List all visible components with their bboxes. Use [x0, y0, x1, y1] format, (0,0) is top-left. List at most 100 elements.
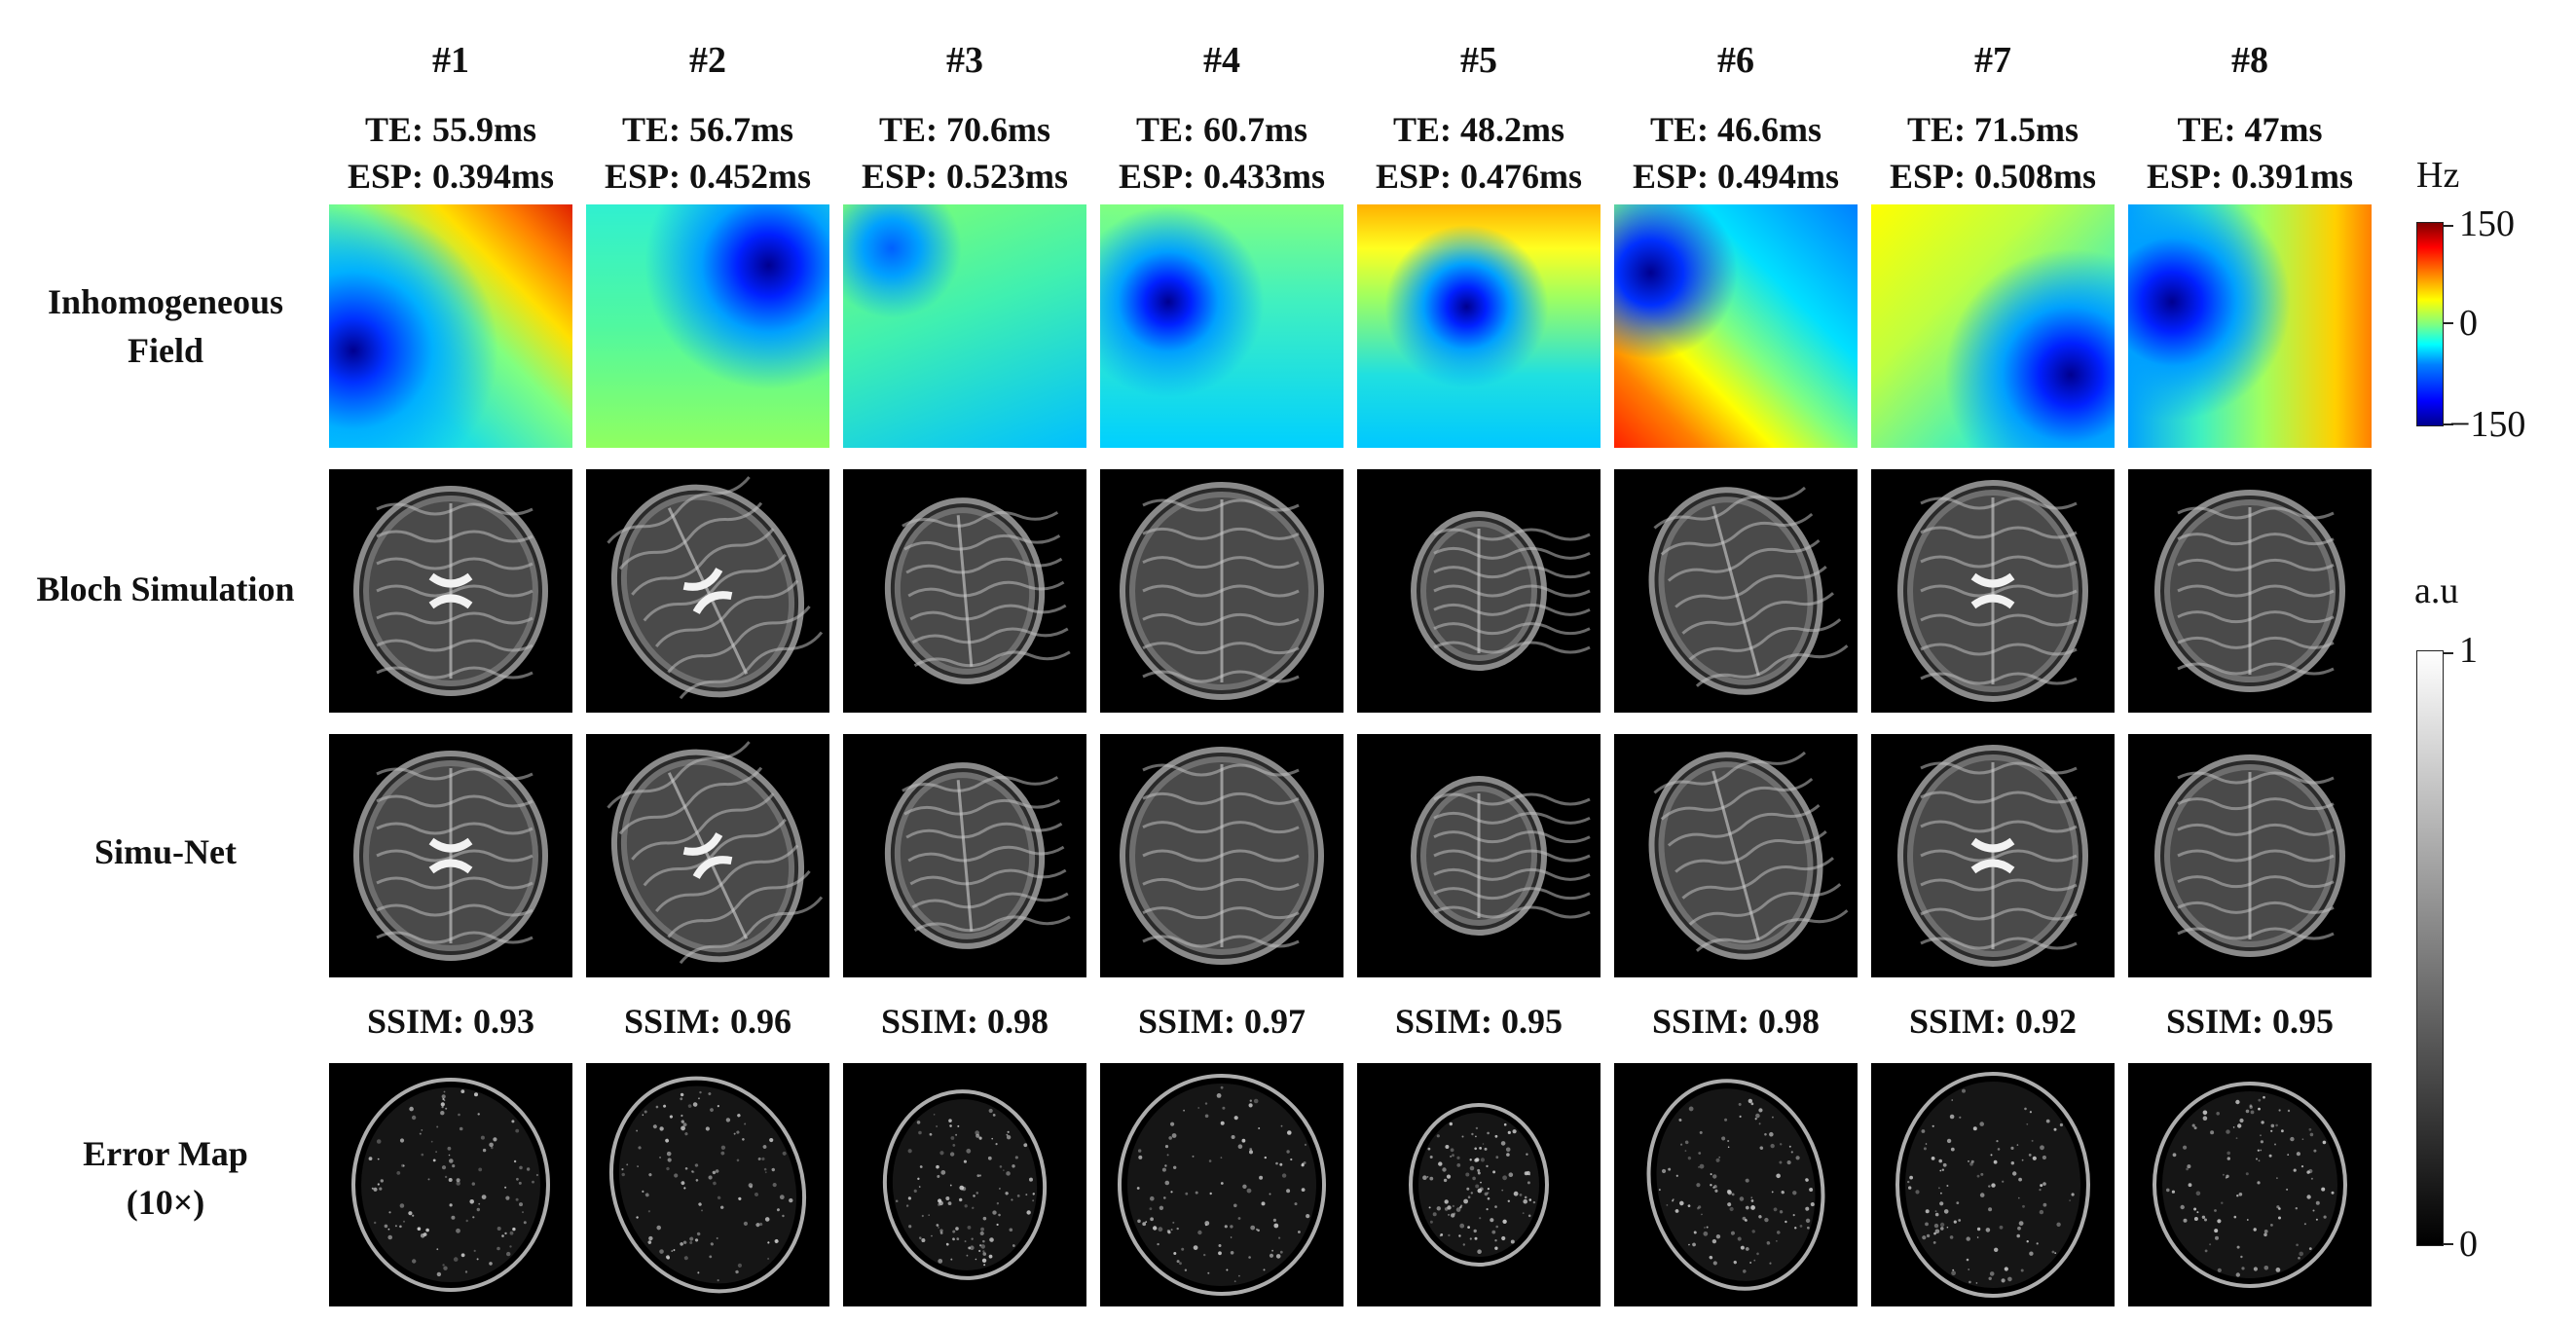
error-map-tile: [1614, 1063, 1858, 1306]
ssim-label: SSIM: 0.92: [1908, 1002, 2078, 1041]
brain-slice-image: [607, 741, 824, 965]
brain-slice-image: [1648, 751, 1849, 960]
column-number: #4: [1203, 40, 1240, 81]
te-label: TE: 71.5ms: [1906, 110, 2079, 149]
field-map-image: [843, 204, 1086, 448]
gray-colorbar-unit: a.u: [2414, 570, 2459, 611]
te-label: TE: 60.7ms: [1135, 110, 1307, 149]
error-map-image: [882, 1089, 1048, 1280]
bloch-simulation-tile: [1357, 469, 1601, 713]
ssim-label: SSIM: 0.93: [366, 1002, 535, 1041]
ssim-label: SSIM: 0.98: [880, 1002, 1049, 1041]
esp-label: ESP: 0.494ms: [1632, 157, 1839, 196]
te-label: TE: 56.7ms: [621, 110, 793, 149]
column-number: #8: [2231, 40, 2268, 81]
bloch-simulation-tile: [2128, 469, 2372, 713]
column-number: #7: [1974, 40, 2011, 81]
field-tick-max: 150: [2459, 203, 2515, 244]
error-map-tile: [329, 1063, 572, 1306]
row-label-line: Simu-Net: [94, 832, 237, 871]
ssim-label: SSIM: 0.96: [623, 1002, 792, 1041]
error-map-image: [2153, 1082, 2347, 1288]
esp-label: ESP: 0.508ms: [1889, 157, 2096, 196]
field-map-image: [1100, 204, 1343, 448]
bloch-simulation-tile: [1100, 469, 1343, 713]
column-number: #5: [1460, 40, 1497, 81]
field-tick-zero: 0: [2459, 303, 2478, 344]
bloch-simulation-tile: [329, 469, 572, 713]
tick-mark: [2444, 225, 2453, 227]
simu-net-tile: [1871, 734, 2115, 977]
esp-label: ESP: 0.391ms: [2146, 157, 2353, 196]
ssim-label: SSIM: 0.95: [2165, 1002, 2335, 1041]
tick-mark: [2444, 1243, 2453, 1245]
row-label-error-map: Error Map (10×): [10, 1129, 321, 1227]
simu-net-tile: [1100, 734, 1343, 977]
error-map-tile: [1357, 1063, 1601, 1306]
te-label: TE: 46.6ms: [1649, 110, 1822, 149]
error-map-tile: [586, 1063, 829, 1306]
bloch-simulation-tile: [843, 469, 1086, 713]
brain-slice-image: [884, 762, 1071, 949]
field-map-image: [329, 204, 572, 448]
error-map-tile: [2128, 1063, 2372, 1306]
error-map-image: [608, 1076, 807, 1294]
ssim-label: SSIM: 0.95: [1394, 1002, 1564, 1041]
field-map-image: [586, 204, 829, 448]
row-label-line: Error Map: [83, 1134, 248, 1173]
brain-slice-image: [607, 476, 824, 700]
te-label: TE: 55.9ms: [364, 110, 536, 149]
brain-slice-image: [1411, 776, 1591, 936]
esp-label: ESP: 0.394ms: [347, 157, 554, 196]
row-label-bloch-simulation: Bloch Simulation: [10, 565, 321, 613]
error-map-tile: [843, 1063, 1086, 1306]
simu-net-tile: [1614, 734, 1858, 977]
te-label: TE: 70.6ms: [878, 110, 1050, 149]
brain-slice-image: [884, 497, 1071, 684]
bloch-simulation-tile: [1871, 469, 2115, 713]
field-map-image: [1614, 204, 1858, 448]
bloch-simulation-tile: [1614, 469, 1858, 713]
simu-net-tile: [843, 734, 1086, 977]
brain-slice-image: [1120, 482, 1324, 700]
te-label: TE: 47ms: [2177, 110, 2323, 149]
error-map-image: [1118, 1074, 1326, 1296]
brain-slice-image: [1648, 486, 1849, 695]
brain-slice-image: [1411, 511, 1591, 671]
field-colorbar-unit: Hz: [2416, 155, 2460, 196]
tick-mark: [2444, 423, 2453, 425]
error-map-tile: [1100, 1063, 1343, 1306]
brain-slice-image: [353, 751, 548, 961]
row-label-line: (10×): [126, 1183, 205, 1222]
esp-label: ESP: 0.476ms: [1375, 157, 1582, 196]
error-map-image: [1895, 1072, 2090, 1298]
brain-slice-image: [1120, 747, 1324, 965]
error-map-image: [1409, 1103, 1549, 1267]
simu-net-tile: [586, 734, 829, 977]
brain-slice-image: [1897, 480, 2088, 702]
field-colorbar: [2416, 222, 2444, 426]
field-map-image: [1357, 204, 1601, 448]
esp-label: ESP: 0.523ms: [861, 157, 1068, 196]
column-number: #3: [946, 40, 983, 81]
brain-slice-image: [2154, 490, 2345, 692]
row-label-line: Field: [128, 331, 203, 370]
field-map-image: [1871, 204, 2115, 448]
esp-label: ESP: 0.433ms: [1118, 157, 1325, 196]
tick-mark: [2444, 322, 2453, 324]
column-number: #1: [432, 40, 469, 81]
gray-colorbar: [2416, 650, 2444, 1246]
ssim-label: SSIM: 0.97: [1137, 1002, 1306, 1041]
column-number: #2: [689, 40, 726, 81]
simu-net-tile: [329, 734, 572, 977]
field-map-image: [2128, 204, 2372, 448]
row-label-line: Bloch Simulation: [36, 570, 295, 608]
column-number: #6: [1717, 40, 1754, 81]
brain-slice-image: [1897, 745, 2088, 967]
gray-tick-min: 0: [2459, 1224, 2478, 1265]
bloch-simulation-tile: [586, 469, 829, 713]
simu-net-tile: [1357, 734, 1601, 977]
gray-tick-max: 1: [2459, 630, 2478, 671]
brain-slice-image: [353, 486, 548, 696]
te-label: TE: 48.2ms: [1392, 110, 1564, 149]
